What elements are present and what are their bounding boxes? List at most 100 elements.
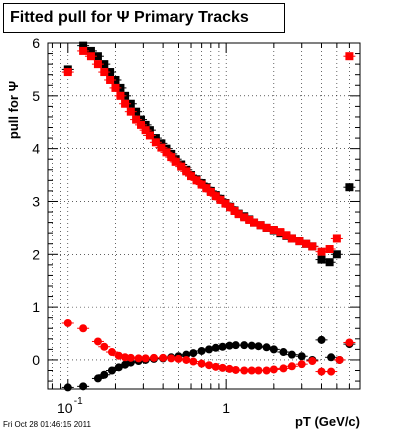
data-point-square: [345, 183, 354, 192]
data-point-circle: [182, 355, 191, 364]
data-point-circle: [254, 366, 263, 375]
x-tick-label-exponent: -1: [74, 396, 83, 407]
data-point-circle: [79, 324, 88, 333]
data-point-square: [287, 234, 296, 243]
data-point-circle: [79, 382, 88, 391]
data-point-circle: [254, 342, 263, 351]
data-point-circle: [218, 342, 227, 351]
data-point-circle: [262, 366, 271, 375]
data-point-circle: [287, 350, 296, 359]
data-point-circle: [121, 353, 130, 362]
data-point-square: [192, 176, 201, 185]
data-point-circle: [240, 366, 249, 375]
data-point-square: [245, 215, 254, 224]
y-tick-label: 0: [32, 352, 40, 368]
y-tick-label: 5: [32, 88, 40, 104]
data-point-square: [167, 153, 176, 162]
data-point-circle: [211, 362, 220, 371]
data-point-circle: [247, 341, 256, 350]
data-point-square: [111, 83, 120, 92]
data-point-square: [325, 258, 334, 267]
data-point-circle: [247, 366, 256, 375]
data-point-square: [206, 187, 215, 196]
x-axis-label: pT (GeV/c): [295, 414, 360, 429]
data-point-square: [132, 115, 141, 124]
y-tick-label: 6: [32, 35, 40, 51]
data-point-circle: [225, 364, 234, 373]
series-1: [61, 46, 356, 256]
data-point-circle: [205, 345, 214, 354]
data-point-square: [345, 52, 354, 61]
axis-ticks: 0 1 2 3 4 5 6 10 -1 1: [32, 35, 361, 416]
chart-marks: [61, 41, 356, 392]
data-point-square: [145, 131, 154, 140]
data-point-square: [317, 247, 326, 256]
data-point-circle: [63, 383, 72, 392]
data-point-square: [317, 255, 326, 264]
plot-frame: [47, 42, 361, 390]
data-point-circle: [141, 354, 150, 363]
data-point-square: [234, 210, 243, 219]
data-point-square: [86, 52, 95, 61]
data-point-square: [63, 68, 72, 77]
data-point-circle: [279, 364, 288, 373]
data-point-circle: [189, 349, 198, 358]
data-point-circle: [345, 338, 354, 347]
data-point-circle: [297, 360, 306, 369]
data-point-circle: [100, 342, 109, 351]
data-point-circle: [317, 367, 326, 376]
data-point-square: [308, 242, 317, 251]
data-point-square: [332, 234, 341, 243]
data-point-square: [302, 239, 311, 248]
data-point-circle: [126, 353, 135, 362]
data-point-circle: [327, 367, 336, 376]
data-point-square: [282, 231, 291, 240]
data-point-circle: [93, 337, 102, 346]
data-point-circle: [197, 346, 206, 355]
data-point-square: [151, 134, 160, 143]
data-point-circle: [114, 363, 123, 372]
data-point-square: [269, 225, 278, 234]
data-point-square: [221, 199, 230, 208]
data-point-square: [157, 139, 166, 148]
data-point-circle: [134, 354, 143, 363]
data-point-square: [226, 203, 235, 212]
footer-date: Fri Oct 28 01:46:15 2011: [3, 420, 91, 429]
data-point-square: [162, 148, 171, 157]
data-point-circle: [174, 354, 183, 363]
data-point-square: [93, 52, 102, 61]
data-point-square: [106, 75, 115, 84]
data-point-circle: [93, 374, 102, 383]
data-point-square: [79, 41, 88, 50]
y-tick-label: 3: [32, 193, 40, 209]
data-point-square: [126, 107, 135, 116]
data-point-circle: [100, 370, 109, 379]
data-point-circle: [225, 341, 234, 350]
data-point-square: [79, 46, 88, 55]
data-point-square: [141, 126, 150, 135]
data-point-square: [250, 218, 259, 227]
data-point-circle: [335, 355, 344, 364]
data-point-square: [295, 237, 304, 246]
data-point-square: [230, 206, 239, 215]
data-point-circle: [218, 363, 227, 372]
data-point-square: [86, 46, 95, 55]
data-point-square: [100, 60, 109, 69]
data-point-square: [182, 167, 191, 176]
data-point-circle: [327, 353, 336, 362]
data-point-square: [137, 120, 146, 129]
data-point-square: [100, 68, 109, 77]
data-point-square: [121, 99, 130, 108]
series-3: [61, 318, 356, 376]
data-point-circle: [262, 343, 271, 352]
data-point-circle: [297, 352, 306, 361]
data-point-circle: [107, 366, 116, 375]
data-point-square: [177, 162, 186, 171]
data-point-square: [240, 213, 249, 222]
data-point-circle: [189, 357, 198, 366]
data-point-square: [216, 195, 225, 204]
x-tick-label: 1: [222, 400, 230, 416]
y-axis-label: pull for Ψ: [6, 81, 21, 139]
data-point-circle: [317, 335, 326, 344]
